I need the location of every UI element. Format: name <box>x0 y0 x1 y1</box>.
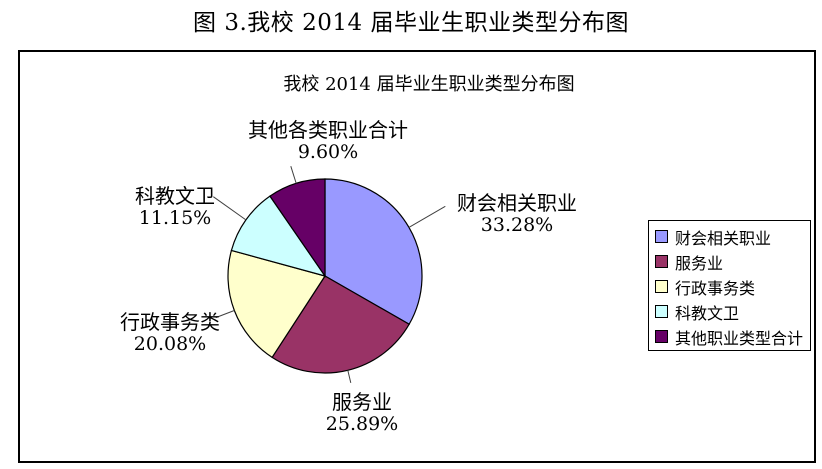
pie-slice-1 <box>271 275 410 374</box>
slice-callout-3: 科教文卫 11.15% <box>65 185 285 229</box>
slice-callout-label: 财会相关职业 <box>457 191 577 215</box>
figure-title: 图 3.我校 2014 届毕业生职业类型分布图 <box>193 10 629 36</box>
leader-line-3 <box>213 196 247 221</box>
legend-item-3: 科教文卫 <box>655 299 810 324</box>
legend-swatch-icon <box>655 255 668 268</box>
legend-item-label: 行政事务类 <box>675 278 756 298</box>
leader-line-4 <box>290 166 297 184</box>
pie-slice-0 <box>324 178 423 326</box>
chart-title: 我校 2014 届毕业生职业类型分布图 <box>283 74 575 95</box>
pie-slice-2 <box>227 249 326 359</box>
legend-swatch-icon <box>655 280 668 293</box>
slice-callout-label: 其他各类职业合计 <box>248 118 408 142</box>
slice-callout-2: 行政事务类 20.08% <box>60 311 280 355</box>
legend-item-label: 其他职业类型合计 <box>675 328 804 348</box>
slice-callout-label: 服务业 <box>332 390 392 414</box>
slice-callout-percent: 33.28% <box>480 214 554 236</box>
legend-swatch-icon <box>655 330 668 343</box>
leader-line-2 <box>215 310 235 319</box>
legend-item-label: 服务业 <box>675 253 724 273</box>
legend-item-4: 其他职业类型合计 <box>655 324 810 349</box>
legend-swatch-icon <box>655 230 668 243</box>
slice-callout-percent: 11.15% <box>138 207 212 229</box>
slice-callout-4: 其他各类职业合计 9.60% <box>218 119 438 163</box>
pie-slice-3 <box>230 195 327 278</box>
legend-item-2: 行政事务类 <box>655 274 810 299</box>
leader-line-0 <box>408 205 446 228</box>
legend-item-label: 财会相关职业 <box>675 228 772 248</box>
legend-item-label: 科教文卫 <box>675 303 740 323</box>
legend-item-0: 财会相关职业 <box>655 224 810 249</box>
pie-chart <box>213 166 446 384</box>
legend-item-1: 服务业 <box>655 249 810 274</box>
slice-callout-0: 财会相关职业 33.28% <box>407 192 627 236</box>
slice-callout-1: 服务业 25.89% <box>252 391 472 435</box>
chart-area: 我校 2014 届毕业生职业类型分布图 财会相关职业 33.28% 服务业 25.89… <box>18 50 816 463</box>
legend-swatch-icon <box>655 305 668 318</box>
legend: 财会相关职业 服务业行政事务类科教文卫其他职业类型合计 <box>648 220 811 351</box>
leader-line-1 <box>347 370 352 384</box>
slice-callout-percent: 9.60% <box>297 141 359 163</box>
slice-callout-label: 行政事务类 <box>120 310 220 334</box>
slice-callout-percent: 20.08% <box>133 333 207 355</box>
slice-callout-percent: 25.89% <box>325 413 399 435</box>
slice-callout-label: 科教文卫 <box>135 184 215 208</box>
